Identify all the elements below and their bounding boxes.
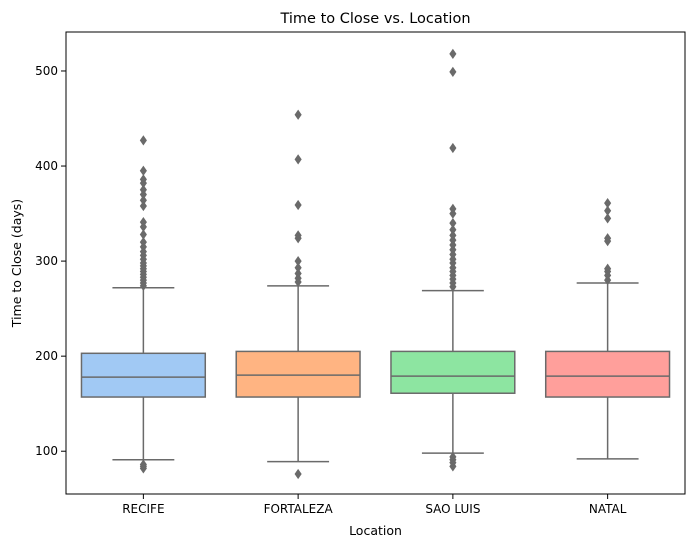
- x-axis: RECIFE FORTALEZA SAO LUIS NATAL: [122, 494, 627, 516]
- outlier-point: [449, 451, 457, 463]
- outlier-point: [139, 216, 147, 228]
- outlier-point: [139, 135, 147, 146]
- outlier-point: [139, 165, 147, 176]
- outlier-point: [294, 268, 302, 279]
- iqr-box: [235, 350, 361, 398]
- plot-area: [80, 48, 671, 480]
- outlier-point: [294, 199, 302, 211]
- iqr-box: [390, 350, 516, 394]
- outlier-point: [139, 195, 147, 206]
- outlier-point: [604, 213, 612, 224]
- outlier-point: [139, 184, 147, 195]
- iqr-box: [544, 350, 671, 398]
- y-tick-label: 100: [35, 444, 58, 458]
- outlier-point: [449, 217, 457, 229]
- x-tick-label: FORTALEZA: [264, 502, 334, 516]
- outlier-point: [139, 459, 147, 470]
- chart-title: Time to Close vs. Location: [279, 11, 470, 27]
- outlier-point: [604, 205, 612, 216]
- y-tick-label: 200: [35, 349, 58, 363]
- outlier-point: [294, 230, 302, 241]
- x-tick-label: RECIFE: [122, 502, 164, 516]
- outlier-point: [294, 262, 302, 273]
- outlier-point: [139, 236, 147, 248]
- outlier-point: [449, 224, 457, 235]
- y-axis: 100 200 300 400 500: [35, 64, 66, 458]
- x-axis-label: Location: [349, 523, 402, 538]
- outlier-point: [604, 197, 612, 209]
- outlier-point: [449, 142, 457, 154]
- x-tick-label: NATAL: [589, 502, 627, 516]
- y-tick-label: 300: [35, 254, 58, 268]
- y-axis-label: Time to Close (days): [9, 199, 24, 328]
- outlier-point: [604, 233, 612, 244]
- box-group-natal: [544, 197, 671, 460]
- outlier-point: [139, 229, 147, 240]
- outlier-point: [294, 255, 302, 267]
- outlier-point: [294, 154, 302, 165]
- y-tick-label: 500: [35, 64, 58, 78]
- x-tick-label: SAO LUIS: [425, 502, 480, 516]
- plot-frame: [65, 31, 686, 495]
- box-group-sao-luis: [390, 48, 516, 472]
- box-group-fortaleza: [235, 109, 361, 480]
- outlier-point: [294, 468, 302, 480]
- y-tick-label: 400: [35, 159, 58, 173]
- outlier-point: [449, 48, 457, 59]
- outlier-point: [449, 230, 457, 241]
- box-group-recife: [80, 135, 207, 474]
- outlier-point: [449, 66, 457, 78]
- outlier-point: [139, 174, 147, 185]
- outlier-point: [294, 109, 302, 120]
- outlier-point: [449, 203, 457, 214]
- outlier-point: [604, 263, 612, 274]
- outlier-point: [139, 200, 147, 212]
- iqr-box: [80, 352, 207, 398]
